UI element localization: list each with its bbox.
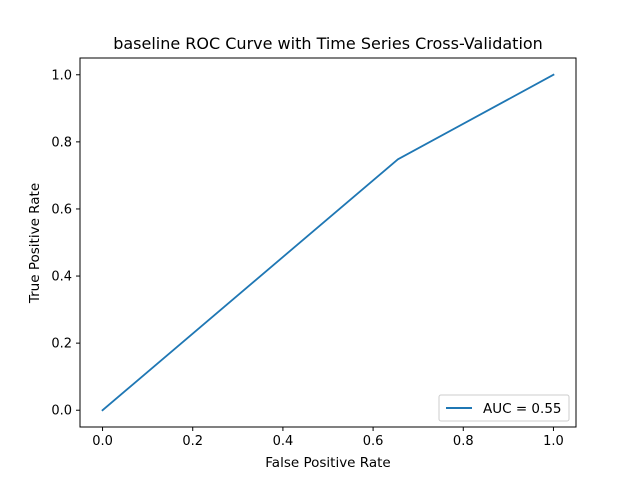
- x-tick-label: 0.8: [453, 434, 474, 449]
- y-axis-label: True Positive Rate: [27, 183, 43, 304]
- x-axis-label: False Positive Rate: [265, 455, 390, 471]
- x-tick-label: 1.0: [543, 434, 564, 449]
- series-line-0: [101, 73, 555, 412]
- x-tick-label: 0.0: [92, 434, 113, 449]
- y-tick-label: 0.2: [51, 337, 72, 352]
- chart-title: baseline ROC Curve with Time Series Cros…: [113, 34, 543, 53]
- x-tick-label: 0.4: [273, 434, 294, 449]
- y-tick-label: 0.8: [51, 135, 72, 150]
- x-tick-label: 0.6: [363, 434, 384, 449]
- y-tick-label: 0.4: [51, 270, 72, 285]
- y-tick-label: 0.6: [51, 202, 72, 217]
- legend-box: [438, 394, 570, 422]
- y-tick-label: 0.0: [51, 404, 72, 419]
- x-tick-label: 0.2: [182, 434, 203, 449]
- y-tick-label: 1.0: [51, 68, 72, 83]
- legend-label: AUC = 0.55: [483, 401, 562, 417]
- plot-area: 0.0 0.2 0.4 0.6 0.8 1.0 0.0 0.2 0.4 0.6 0.8 1.0: [51, 57, 577, 449]
- legend: AUC = 0.55: [438, 394, 570, 422]
- plot-frame: [79, 57, 577, 428]
